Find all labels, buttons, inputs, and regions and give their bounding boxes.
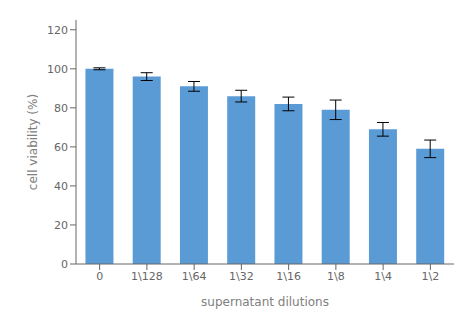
svg-text:80: 80 <box>54 102 68 115</box>
svg-text:0: 0 <box>61 258 68 271</box>
svg-text:1\128: 1\128 <box>131 270 163 283</box>
svg-text:1\16: 1\16 <box>276 270 301 283</box>
svg-text:1\4: 1\4 <box>374 270 392 283</box>
svg-text:100: 100 <box>47 63 68 76</box>
svg-text:1\8: 1\8 <box>327 270 345 283</box>
svg-text:60: 60 <box>54 141 68 154</box>
svg-text:supernatant dilutions: supernatant dilutions <box>201 295 329 309</box>
svg-text:cell viability (%): cell viability (%) <box>26 94 40 190</box>
svg-text:120: 120 <box>47 24 68 37</box>
svg-text:1\64: 1\64 <box>182 270 207 283</box>
svg-text:40: 40 <box>54 180 68 193</box>
svg-text:1\32: 1\32 <box>229 270 254 283</box>
svg-text:0: 0 <box>96 270 103 283</box>
svg-text:1\2: 1\2 <box>422 270 440 283</box>
svg-text:20: 20 <box>54 219 68 232</box>
